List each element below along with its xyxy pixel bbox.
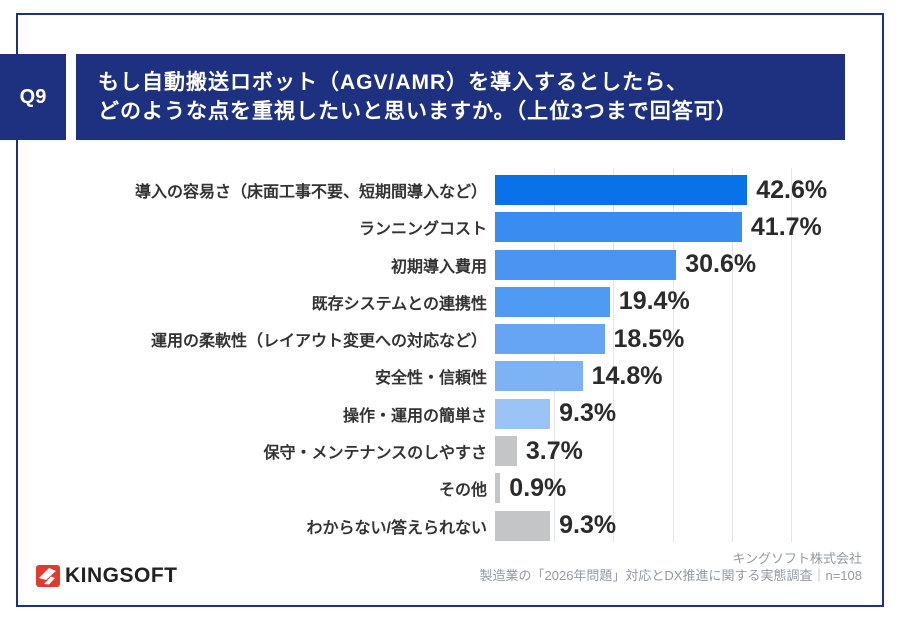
question-title-line1: もし自動搬送ロボット（AGV/AMR）を導入するとしたら、 xyxy=(98,71,689,94)
kingsoft-logo: KINGSOFT xyxy=(36,564,178,588)
slide-border-frame xyxy=(16,13,884,607)
bar xyxy=(495,361,583,392)
chart-row: わからない/答えられない 9.3% xyxy=(0,510,900,541)
chart-gridlines xyxy=(495,168,795,542)
bar xyxy=(495,212,742,243)
chart-row: 既存システムとの連携性 19.4% xyxy=(0,286,900,317)
chart-row: 運用の柔軟性（レイアウト変更への対応など） 18.5% xyxy=(0,324,900,355)
category-label: 運用の柔軟性（レイアウト変更への対応など） xyxy=(150,333,487,351)
value-label: 41.7% xyxy=(750,212,822,241)
question-number-badge: Q9 xyxy=(0,54,66,140)
value-label: 14.8% xyxy=(591,361,663,390)
category-label: 操作・運用の簡単さ xyxy=(342,407,487,425)
chart-row: 操作・運用の簡単さ 9.3% xyxy=(0,398,900,429)
value-label: 19.4% xyxy=(618,287,690,316)
category-label: ランニングコスト xyxy=(358,221,487,239)
chart-row: 初期導入費用 30.6% xyxy=(0,249,900,280)
value-label: 30.6% xyxy=(685,250,757,279)
category-label: 保守・メンテナンスのしやすさ xyxy=(263,445,487,463)
category-label: わからない/答えられない xyxy=(306,519,487,537)
chart-row: 安全性・信頼性 14.8% xyxy=(0,361,900,392)
bar xyxy=(495,398,551,429)
bar xyxy=(495,324,605,355)
kingsoft-logo-icon xyxy=(36,565,60,587)
company-name: キングソフト株式会社 xyxy=(732,551,862,566)
value-label: 9.3% xyxy=(559,399,617,428)
chart-row: 導入の容易さ（床面工事不要、短期間導入など） 42.6% xyxy=(0,175,900,205)
survey-name: 製造業の「2026年問題」対応とDX推進に関する実態調査｜n=108 xyxy=(479,568,863,583)
bar xyxy=(495,473,501,504)
bar xyxy=(495,249,677,280)
bar xyxy=(495,286,610,317)
chart-row: ランニングコスト 41.7% xyxy=(0,212,900,243)
question-title-line2: どのような点を重視したいと思いますか。（上位3つまで回答可） xyxy=(98,100,738,123)
bar xyxy=(495,510,551,541)
category-label: 既存システムとの連携性 xyxy=(311,295,487,313)
value-label: 18.5% xyxy=(613,324,685,353)
value-label: 0.9% xyxy=(509,473,567,502)
gridline-20pct xyxy=(613,168,615,542)
source-credit: キングソフト株式会社 製造業の「2026年問題」対応とDX推進に関する実態調査｜… xyxy=(480,550,863,584)
bar xyxy=(495,436,517,467)
gridline-30pct xyxy=(672,168,674,542)
category-label: その他 xyxy=(438,482,487,500)
kingsoft-logo-text: KINGSOFT xyxy=(65,564,178,587)
category-label: 導入の容易さ（床面工事不要、短期間導入など） xyxy=(134,184,487,201)
category-label: 安全性・信頼性 xyxy=(374,370,487,388)
gridline-50pct xyxy=(791,168,792,542)
question-title-banner: もし自動搬送ロボット（AGV/AMR）を導入するとしたら、 どのような点を重視し… xyxy=(76,54,845,140)
bar-chart: 導入の容易さ（床面工事不要、短期間導入など） 42.6% ランニングコスト 41.7%… xyxy=(0,175,900,548)
value-label: 3.7% xyxy=(525,436,583,465)
category-label: 初期導入費用 xyxy=(390,258,487,276)
question-number: Q9 xyxy=(19,85,47,108)
gridline-10pct xyxy=(554,168,556,542)
bar xyxy=(495,175,748,205)
chart-row: その他 0.9% xyxy=(0,473,900,504)
value-label: 9.3% xyxy=(559,511,617,540)
value-label: 42.6% xyxy=(756,175,828,204)
chart-row: 保守・メンテナンスのしやすさ 3.7% xyxy=(0,436,900,467)
gridline-40pct xyxy=(731,168,733,542)
